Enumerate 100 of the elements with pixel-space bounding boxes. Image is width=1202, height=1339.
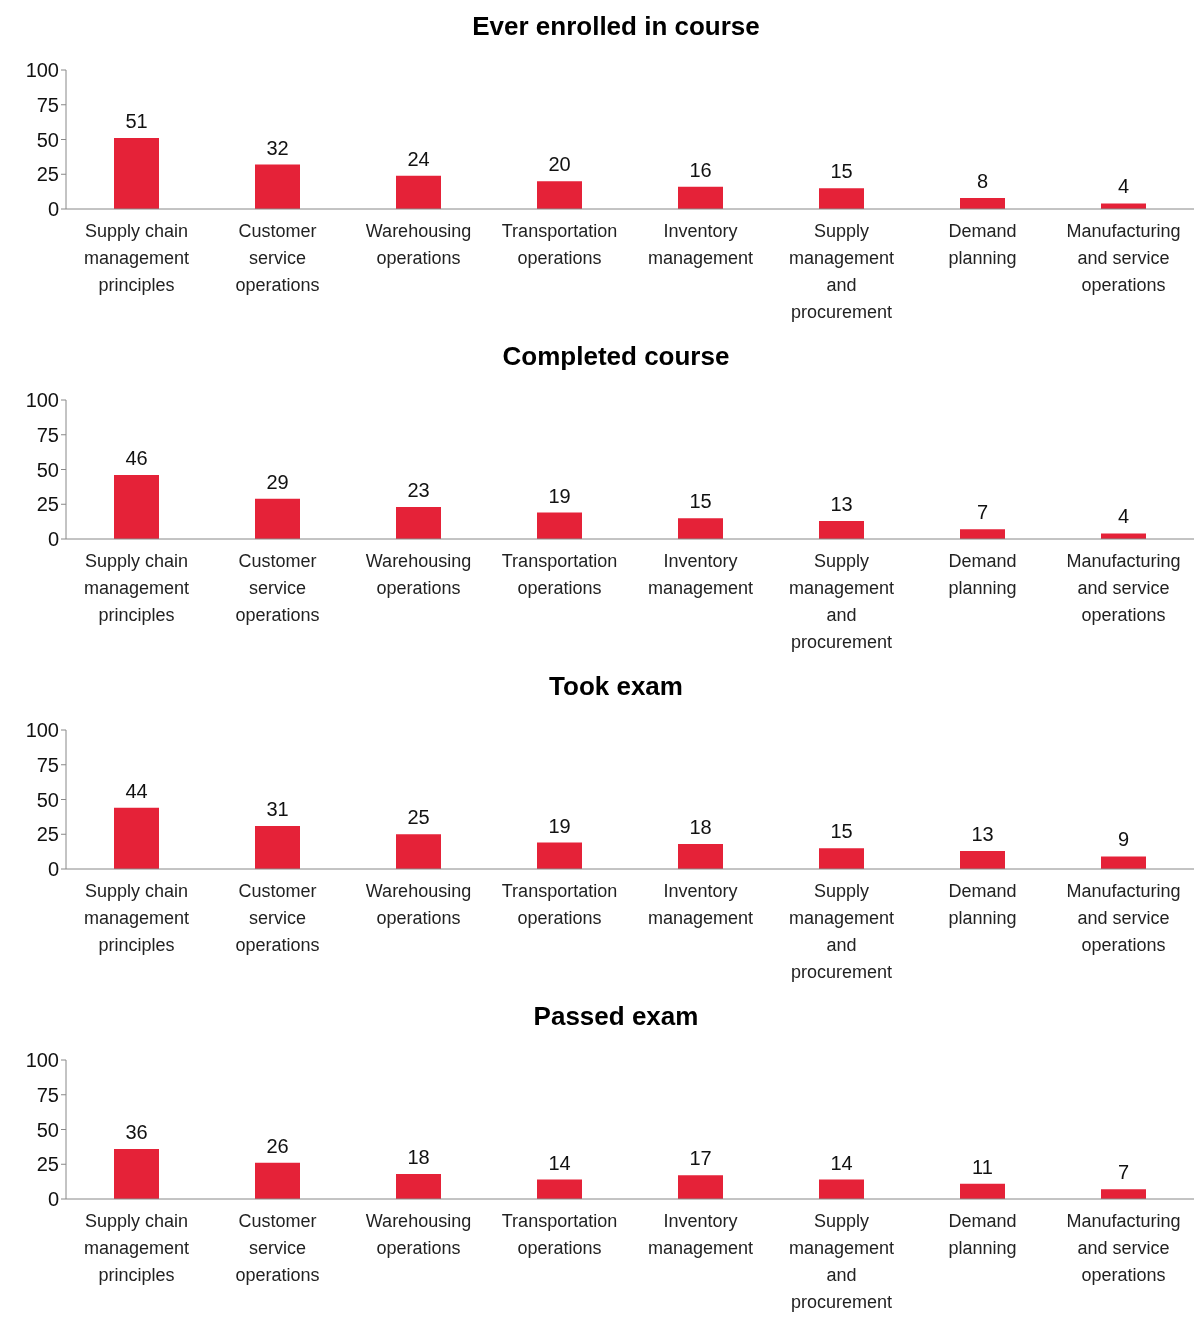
y-tick-label: 25: [36, 1153, 59, 1176]
chart-title: Completed course: [501, 340, 731, 373]
bar: [819, 848, 864, 869]
x-tick-label: Demand planning: [948, 881, 1017, 928]
x-tick-label: Transportation operations: [501, 551, 618, 598]
data-label: 32: [266, 136, 289, 159]
x-tick-label: Supply management and procurement: [788, 221, 895, 322]
x-tick-label: Customer service operations: [235, 221, 320, 295]
data-label: 26: [266, 1134, 289, 1157]
x-tick-label: Inventory management: [647, 1211, 754, 1258]
x-tick-label: Supply chain management principles: [83, 1211, 190, 1285]
data-label: 13: [971, 822, 994, 845]
bar: [396, 175, 441, 209]
bar: [960, 850, 1005, 869]
bar: [255, 498, 300, 539]
x-tick-label: Manufacturing and service operations: [1066, 551, 1181, 625]
x-tick-label: Supply management and procurement: [788, 551, 895, 652]
bar: [960, 1183, 1005, 1199]
x-tick-label: Inventory management: [647, 551, 754, 598]
y-tick-label: 75: [36, 1083, 59, 1106]
data-label: 17: [689, 1147, 712, 1170]
data-label: 18: [689, 815, 712, 838]
x-tick-label: Transportation operations: [501, 881, 618, 928]
data-label: 15: [689, 490, 712, 513]
data-label: 7: [1117, 1161, 1130, 1184]
y-tick-label: 75: [36, 423, 59, 446]
y-tick-label: 100: [25, 719, 59, 742]
bar: [396, 834, 441, 869]
y-tick-label: 50: [36, 128, 59, 151]
data-label: 14: [830, 1151, 853, 1174]
data-label: 14: [548, 1151, 571, 1174]
y-tick-label: 100: [25, 59, 59, 82]
bar: [537, 181, 582, 209]
data-label: 18: [407, 1145, 430, 1168]
x-tick-label: Supply chain management principles: [83, 221, 190, 295]
x-tick-label: Customer service operations: [235, 881, 320, 955]
y-tick-label: 25: [36, 493, 59, 516]
y-tick-label: 100: [25, 1049, 59, 1072]
x-tick-label: Supply chain management principles: [83, 881, 190, 955]
x-tick-label: Warehousing operations: [365, 881, 472, 928]
bar: [537, 512, 582, 539]
data-label: 13: [830, 492, 853, 515]
bar: [678, 843, 723, 869]
bar: [819, 188, 864, 209]
data-label: 25: [407, 806, 430, 829]
bar: [819, 520, 864, 539]
data-label: 31: [266, 797, 289, 820]
x-tick-label: Manufacturing and service operations: [1066, 221, 1181, 295]
bar: [114, 807, 159, 869]
bar: [1101, 533, 1146, 539]
y-tick-label: 0: [47, 858, 59, 881]
data-label: 16: [689, 158, 712, 181]
bar: [678, 518, 723, 539]
bar: [396, 1173, 441, 1199]
y-tick-label: 0: [47, 198, 59, 221]
bar: [114, 138, 159, 209]
data-label: 36: [125, 1120, 148, 1143]
x-tick-label: Transportation operations: [501, 221, 618, 268]
data-label: 29: [266, 470, 289, 493]
y-tick-label: 100: [25, 389, 59, 412]
y-tick-label: 75: [36, 93, 59, 116]
y-tick-label: 25: [36, 823, 59, 846]
data-label: 24: [407, 147, 430, 170]
data-label: 46: [125, 447, 148, 470]
data-label: 19: [548, 484, 571, 507]
bar: [255, 1162, 300, 1199]
x-tick-label: Demand planning: [948, 551, 1017, 598]
x-tick-label: Inventory management: [647, 881, 754, 928]
y-tick-label: 75: [36, 753, 59, 776]
x-tick-label: Warehousing operations: [365, 551, 472, 598]
bar: [396, 507, 441, 539]
x-tick-label: Demand planning: [948, 1211, 1017, 1258]
bar: [1101, 1189, 1146, 1199]
bar: [255, 164, 300, 209]
bar: [537, 1179, 582, 1199]
data-label: 15: [830, 160, 853, 183]
bar: [537, 842, 582, 869]
x-tick-label: Warehousing operations: [365, 1211, 472, 1258]
bar: [678, 1175, 723, 1199]
x-tick-label: Manufacturing and service operations: [1066, 1211, 1181, 1285]
x-tick-label: Transportation operations: [501, 1211, 618, 1258]
y-tick-label: 50: [36, 788, 59, 811]
bar: [1101, 856, 1146, 869]
data-label: 8: [976, 169, 989, 192]
bar: [114, 475, 159, 539]
data-label: 44: [125, 779, 148, 802]
y-tick-label: 0: [47, 528, 59, 551]
x-tick-label: Inventory management: [647, 221, 754, 268]
data-label: 11: [972, 1155, 993, 1178]
x-tick-label: Customer service operations: [235, 1211, 320, 1285]
bar: [114, 1148, 159, 1199]
x-tick-label: Demand planning: [948, 221, 1017, 268]
y-tick-label: 0: [47, 1188, 59, 1211]
bar: [255, 825, 300, 869]
bar: [819, 1179, 864, 1199]
data-label: 23: [407, 479, 430, 502]
chart-title: Passed exam: [532, 1000, 700, 1033]
data-label: 4: [1117, 175, 1130, 198]
y-tick-label: 50: [36, 1118, 59, 1141]
chart-title: Ever enrolled in course: [471, 10, 761, 43]
